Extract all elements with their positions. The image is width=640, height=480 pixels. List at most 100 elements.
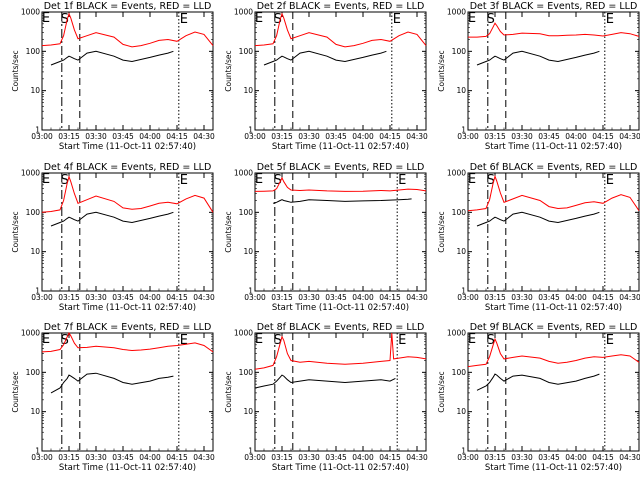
y-tick-label: 1 [248,126,253,135]
x-axis-title: Start Time (11-Oct-11 02:57:40) [59,303,196,313]
y-axis-title: Counts/sec [11,211,20,252]
x-tick-label: 04:30 [619,453,640,462]
y-tick-label: 1 [461,287,466,296]
y-tick-label: 100 [239,368,254,377]
x-axis-title: Start Time (11-Oct-11 02:57:40) [485,463,622,473]
y-tick-label: 100 [239,208,254,217]
series-lld-line [254,12,427,48]
start-letter: S [61,333,69,348]
x-tick-label: 04:30 [406,453,428,462]
chart-panel-4: Det 4f BLACK = Events, RED = LLD 1 10 100 10… [11,162,215,313]
plot-frame [254,172,427,292]
left-edge-letter: E [255,332,263,347]
series-events-line [50,50,174,66]
y-tick-label: 10 [30,407,40,416]
start-letter: S [274,173,282,188]
y-tick-label: 10 [243,247,253,256]
y-tick-label: 1 [35,126,40,135]
series-lld-line [41,175,214,213]
x-tick-label: 03:00 [457,293,479,302]
x-axis-title: Start Time (11-Oct-11 02:57:40) [272,142,409,152]
plot-frame [254,332,427,452]
panel-title: Det 4f BLACK = Events, RED = LLD [44,162,212,173]
series-events-line [476,50,600,66]
x-tick-label: 03:30 [298,132,320,141]
x-tick-label: 04:15 [592,453,614,462]
y-tick-label: 1 [248,287,253,296]
x-tick-label: 04:30 [193,132,215,141]
x-tick-label: 03:30 [85,132,107,141]
y-tick-label: 10 [456,407,466,416]
y-tick-label: 1000 [447,169,466,178]
y-tick-label: 10 [243,86,253,95]
plot-frame [467,11,640,131]
x-tick-label: 03:00 [244,453,266,462]
x-tick-label: 03:45 [538,453,560,462]
panel-title: Det 9f BLACK = Events, RED = LLD [470,322,638,333]
y-tick-label: 100 [452,208,467,217]
y-axis-title: Counts/sec [437,50,446,91]
x-tick-label: 04:15 [379,453,401,462]
y-tick-label: 10 [456,247,466,256]
end-letter: E [606,12,614,27]
x-tick-label: 04:30 [193,453,215,462]
start-letter: S [487,173,495,188]
series-events-line [272,198,412,204]
x-tick-label: 03:00 [244,293,266,302]
y-axis-title: Counts/sec [224,50,233,91]
x-tick-label: 04:15 [166,293,188,302]
plot-frame [41,172,214,292]
left-edge-letter: E [468,172,476,187]
x-tick-label: 03:15 [58,453,80,462]
chart-panel-2: Det 2f BLACK = Events, RED = LLD 1 10 100 10… [224,1,428,152]
x-axis-title: Start Time (11-Oct-11 02:57:40) [59,463,196,473]
panel-title: Det 7f BLACK = Events, RED = LLD [44,322,212,333]
x-tick-label: 03:45 [112,293,134,302]
left-edge-letter: E [255,11,263,26]
x-axis-title: Start Time (11-Oct-11 02:57:40) [485,303,622,313]
x-tick-label: 03:15 [58,293,80,302]
start-letter: S [61,173,69,188]
x-tick-label: 04:15 [166,453,188,462]
chart-panel-7: Det 7f BLACK = Events, RED = LLD 1 10 100 10… [11,322,215,473]
plot-frame [254,11,427,131]
start-letter: S [274,12,282,27]
x-tick-label: 03:30 [85,453,107,462]
panel-title: Det 3f BLACK = Events, RED = LLD [470,1,638,12]
end-letter: E [393,12,401,27]
x-tick-label: 03:15 [271,132,293,141]
y-tick-label: 1000 [21,169,40,178]
left-edge-letter: E [468,332,476,347]
plot-frame [41,332,214,452]
left-edge-letter: E [42,172,50,187]
x-tick-label: 04:00 [139,453,161,462]
x-tick-label: 03:15 [484,132,506,141]
end-letter: E [398,333,406,348]
x-tick-label: 04:15 [592,293,614,302]
chart-panel-6: Det 6f BLACK = Events, RED = LLD 1 10 100 10… [437,162,640,313]
chart-panel-5: Det 5f BLACK = Events, RED = LLD 1 10 100 10… [224,162,428,313]
x-tick-label: 03:00 [457,453,479,462]
x-tick-label: 04:15 [592,132,614,141]
end-letter: E [398,173,406,188]
y-tick-label: 100 [452,368,467,377]
x-axis-title: Start Time (11-Oct-11 02:57:40) [59,142,196,152]
left-edge-letter: E [468,11,476,26]
y-axis-title: Counts/sec [437,211,446,252]
x-tick-label: 04:15 [379,132,401,141]
left-edge-letter: E [42,332,50,347]
x-tick-label: 03:45 [538,293,560,302]
series-lld-line [467,337,640,368]
series-lld-line [41,12,214,48]
y-tick-label: 1000 [234,329,253,338]
x-tick-label: 03:15 [484,453,506,462]
x-tick-label: 03:45 [325,453,347,462]
series-lld-line [41,331,214,353]
x-tick-label: 03:30 [511,293,533,302]
x-axis-title: Start Time (11-Oct-11 02:57:40) [272,303,409,313]
end-letter: E [606,333,614,348]
x-tick-label: 03:45 [112,132,134,141]
y-tick-label: 10 [243,407,253,416]
x-tick-label: 04:30 [193,293,215,302]
